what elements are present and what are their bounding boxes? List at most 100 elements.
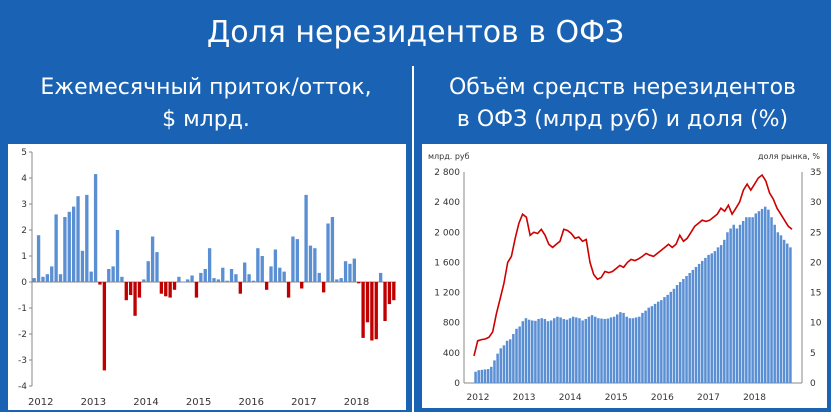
chart2-bar: [571, 316, 575, 383]
chart1-bar: [80, 250, 85, 282]
chart2-right-tick-label: 15: [810, 289, 821, 299]
chart2-bar: [512, 334, 515, 383]
chart2-bar: [638, 316, 641, 383]
chart1-bar: [159, 282, 164, 294]
chart1-bar: [374, 282, 378, 340]
chart2-bar: [597, 318, 600, 383]
chart2-bar: [628, 318, 632, 383]
chart2-bar: [543, 318, 547, 383]
chart2-bar: [575, 317, 578, 383]
chart1-bar: [63, 217, 67, 282]
chart2-bar: [675, 285, 679, 383]
chart2-bar: [508, 339, 512, 383]
chart2-share-line: [473, 173, 793, 357]
right-heading-line1: Объём средств нерезидентов: [448, 75, 796, 100]
chart2-bar: [745, 217, 748, 383]
chart2-bar: [782, 239, 786, 383]
chart2-bar: [776, 232, 780, 383]
chart2-bar: [741, 220, 745, 383]
chart1-bar: [295, 239, 299, 282]
chart2-x-tick-label: 2018: [743, 393, 766, 403]
chart2-bar: [735, 228, 739, 383]
chart1-bar: [300, 282, 304, 289]
chart2-right-tick-label: 25: [810, 228, 821, 238]
chart2-bar: [502, 345, 506, 383]
chart2-bar: [656, 301, 660, 383]
chart2-bar: [515, 328, 518, 383]
chart1-bar: [89, 271, 93, 282]
chart2-bar: [593, 316, 597, 383]
chart2-bar: [767, 209, 770, 383]
chart1-bar: [361, 282, 365, 338]
chart1-bar: [392, 282, 396, 301]
chart1-x-tick-label: 2015: [186, 397, 211, 408]
chart2-left-tick-label: 1 200: [434, 289, 460, 299]
chart2-bar: [540, 318, 543, 383]
chart1-y-tick-label: 2: [21, 226, 27, 236]
right-chart-panel: млрд. руб доля рынка, % 0 400 800 1 200 1 600 2…: [414, 142, 831, 412]
chart1-bar: [286, 282, 291, 298]
chart1-y-tick-label: -3: [18, 356, 27, 366]
chart1-bar: [133, 282, 137, 316]
chart2-bar: [647, 307, 651, 383]
chart1-bar: [383, 282, 387, 321]
chart1-bar: [352, 258, 357, 282]
chart2-bar: [625, 316, 628, 383]
chart1-bar: [273, 249, 278, 282]
chart1-bar: [120, 276, 124, 282]
chart2-x-tick-label: 2015: [605, 393, 628, 403]
chart1-bar: [269, 266, 273, 282]
chart2-bar: [773, 224, 776, 383]
chart2-right-tick-label: 0: [810, 379, 816, 389]
chart2-bar: [600, 318, 603, 383]
chart2-bar: [609, 317, 613, 383]
heading-divider: [412, 66, 414, 142]
chart2-bar: [486, 369, 490, 383]
chart1-y-tick-label: -4: [18, 382, 27, 392]
chart2-bar: [505, 340, 509, 383]
chart1-bar: [335, 279, 339, 282]
chart1-bar: [207, 248, 212, 282]
left-chart-panel: -4 -3 -2 -1 0 1 2 3 4 5 2012 2013 2014 2015 2016 2017 20…: [0, 142, 412, 412]
chart2-bar: [524, 318, 528, 383]
chart1-bar: [150, 236, 155, 282]
chart2-bar: [751, 217, 754, 383]
chart1-bar: [348, 263, 352, 282]
chart2-bar: [578, 318, 581, 383]
chart2-left-tick-label: 2 000: [434, 228, 460, 238]
chart2-right-tick-label: 30: [810, 198, 822, 208]
chart1-bar: [238, 282, 242, 294]
chart2-bar: [496, 353, 499, 383]
chart2-bar: [669, 291, 673, 383]
chart2-bar: [786, 243, 789, 383]
chart1-bar: [111, 266, 115, 282]
chart2-bar: [691, 269, 695, 383]
chart1-bar: [172, 282, 177, 290]
chart2-x-tick-label: 2014: [559, 393, 582, 403]
chart2-bar: [726, 232, 729, 383]
chart2-bar: [729, 228, 732, 383]
chart1-x-tick-label: 2012: [28, 397, 53, 408]
left-heading-line1: Ежемесячный приток/отток,: [40, 75, 372, 100]
chart1-bar: [339, 278, 343, 282]
chart2-bar: [770, 217, 773, 383]
chart1-bar: [129, 282, 133, 295]
chart1-bar: [32, 278, 36, 282]
chart1-bar: [177, 276, 181, 282]
chart2-bar: [678, 282, 682, 383]
chart2-bar: [723, 239, 726, 383]
chart2-bar: [477, 370, 480, 383]
chart1-bar: [93, 174, 98, 282]
chart1-bar: [76, 196, 80, 282]
chart2-left-tick-label: 0: [454, 379, 460, 389]
chart2-x-tick-label: 2017: [697, 393, 720, 403]
chart1-bar: [343, 261, 348, 282]
chart2-bar: [518, 326, 521, 383]
left-heading-line2: $ млрд.: [162, 107, 250, 132]
chart2-bar: [748, 217, 751, 383]
chart1-bar: [278, 267, 282, 282]
chart2-bar: [615, 314, 619, 383]
chart2-bar: [641, 312, 644, 383]
chart2-bar: [682, 279, 685, 383]
chart1-bar: [58, 274, 63, 282]
